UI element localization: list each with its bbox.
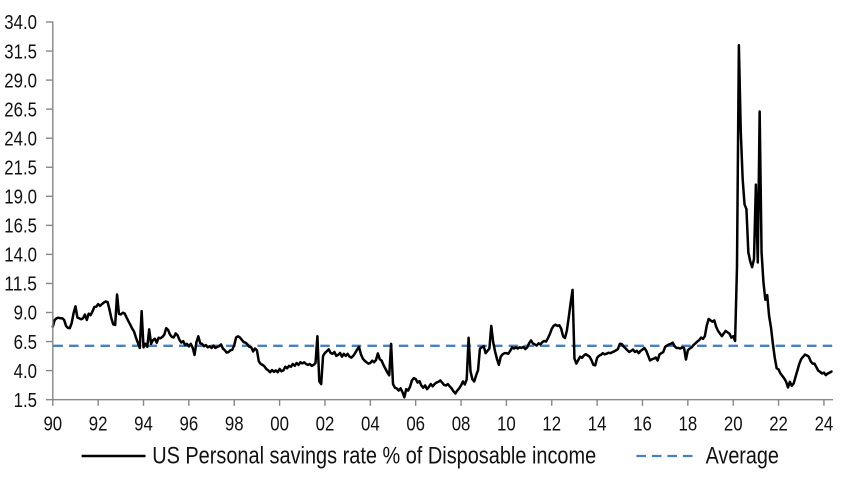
svg-text:9.0: 9.0	[14, 302, 37, 325]
svg-text:34.0: 34.0	[4, 11, 37, 34]
svg-text:22: 22	[769, 412, 788, 435]
svg-text:94: 94	[134, 412, 153, 435]
svg-text:90: 90	[43, 412, 62, 435]
svg-text:31.5: 31.5	[4, 40, 37, 63]
svg-text:16.5: 16.5	[4, 215, 37, 238]
svg-text:16: 16	[633, 412, 652, 435]
svg-text:26.5: 26.5	[4, 98, 37, 121]
svg-text:24.0: 24.0	[4, 127, 37, 150]
svg-text:20: 20	[724, 412, 743, 435]
svg-text:21.5: 21.5	[4, 156, 37, 179]
svg-text:02: 02	[316, 412, 335, 435]
svg-text:18: 18	[678, 412, 697, 435]
svg-text:1.5: 1.5	[14, 389, 37, 412]
svg-text:06: 06	[406, 412, 425, 435]
svg-text:6.5: 6.5	[14, 331, 37, 354]
svg-text:92: 92	[89, 412, 108, 435]
svg-text:Average: Average	[706, 443, 779, 470]
svg-text:11.5: 11.5	[4, 273, 37, 296]
svg-text:US Personal savings rate % of: US Personal savings rate % of Disposable…	[152, 443, 596, 470]
svg-text:14.0: 14.0	[4, 244, 37, 267]
svg-text:29.0: 29.0	[4, 69, 37, 92]
svg-text:4.0: 4.0	[14, 360, 37, 383]
svg-text:10: 10	[497, 412, 516, 435]
svg-text:14: 14	[588, 412, 607, 435]
svg-text:24: 24	[815, 412, 834, 435]
svg-text:98: 98	[225, 412, 244, 435]
svg-text:96: 96	[180, 412, 199, 435]
svg-text:00: 00	[270, 412, 289, 435]
svg-text:19.0: 19.0	[4, 186, 37, 209]
svg-text:12: 12	[542, 412, 561, 435]
svg-text:08: 08	[452, 412, 471, 435]
svg-text:04: 04	[361, 412, 380, 435]
